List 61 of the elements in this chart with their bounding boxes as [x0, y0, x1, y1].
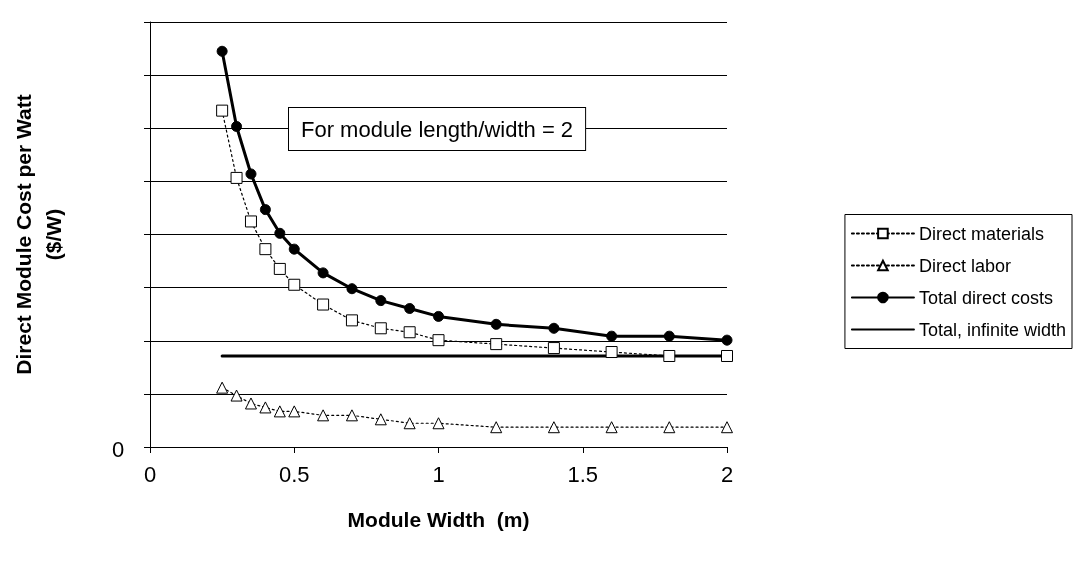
point	[547, 421, 560, 434]
point	[317, 267, 329, 279]
y-axis-title: Direct Module Cost per Watt ($/W)	[11, 94, 65, 375]
point	[259, 243, 272, 256]
point	[403, 417, 416, 430]
point	[433, 310, 444, 322]
legend-label: Total direct costs	[918, 287, 1053, 308]
point	[345, 409, 358, 422]
point	[317, 298, 330, 311]
legend-label: Total, infinite width	[918, 319, 1066, 340]
point	[721, 349, 733, 362]
point	[274, 227, 286, 239]
point	[490, 338, 503, 351]
x-tick-label: 1.5	[567, 461, 599, 487]
annotation: For module length/width = 2	[301, 116, 574, 142]
point	[721, 334, 733, 346]
point	[490, 421, 503, 434]
x-axis-title: Module Width (m)	[347, 508, 530, 531]
point	[605, 346, 618, 359]
point	[605, 421, 618, 434]
point	[216, 45, 228, 57]
point	[288, 405, 301, 418]
point	[374, 322, 387, 335]
point	[432, 417, 445, 430]
x-tick-label: 0.5	[278, 461, 310, 487]
point	[490, 318, 502, 330]
point	[230, 389, 243, 402]
point	[259, 204, 271, 216]
point	[606, 330, 618, 342]
text: 0	[112, 436, 125, 462]
x-tick-label: 0	[143, 461, 157, 487]
point	[346, 283, 358, 295]
point	[231, 120, 243, 132]
point	[663, 330, 675, 342]
point	[547, 342, 560, 355]
point	[216, 104, 229, 117]
point	[345, 314, 358, 327]
point	[548, 322, 560, 334]
point	[721, 421, 733, 434]
point	[663, 421, 676, 434]
point	[404, 303, 416, 314]
x-tick-label: 1	[432, 461, 445, 487]
point	[216, 381, 229, 394]
point	[230, 171, 243, 184]
point	[403, 326, 416, 339]
point	[288, 278, 301, 291]
point	[374, 413, 387, 426]
point	[273, 405, 286, 418]
point	[245, 168, 257, 180]
x-tick-label: 2	[720, 461, 734, 487]
point	[663, 349, 676, 362]
point	[244, 397, 257, 410]
point	[259, 401, 272, 414]
point	[244, 215, 257, 228]
point	[317, 409, 330, 422]
point	[273, 262, 286, 275]
legend-label: Direct labor	[918, 255, 1011, 276]
legend-label: Direct materials	[918, 223, 1044, 244]
point	[432, 334, 445, 347]
point	[375, 295, 387, 307]
point	[288, 243, 300, 255]
